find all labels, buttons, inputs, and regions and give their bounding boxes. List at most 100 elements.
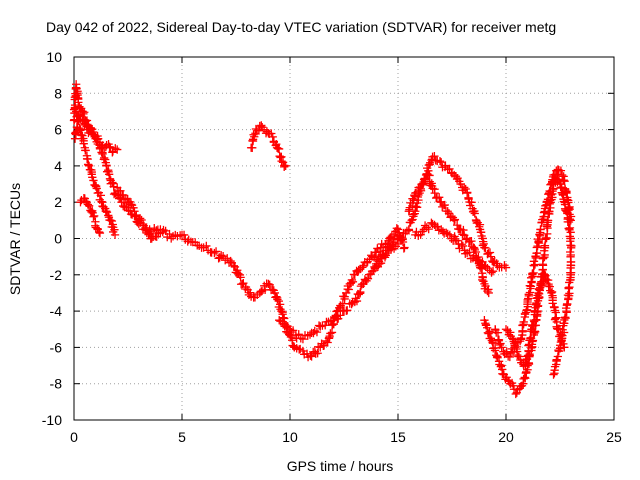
- data-point: [278, 310, 287, 319]
- data-point: [505, 352, 514, 362]
- data-point: [465, 248, 474, 257]
- y-tick-label: 8: [54, 85, 62, 101]
- data-point: [105, 142, 114, 151]
- data-point: [116, 186, 125, 195]
- data-point: [487, 268, 496, 277]
- x-tick-label: 5: [178, 429, 186, 445]
- data-point: [254, 126, 264, 135]
- data-point: [470, 209, 479, 218]
- data-point: [514, 352, 524, 361]
- data-point: [348, 277, 358, 286]
- data-point: [90, 211, 99, 221]
- data-point: [179, 230, 189, 240]
- data-point: [393, 235, 402, 244]
- data-point: [463, 188, 472, 197]
- data-point: [75, 111, 85, 120]
- data-point: [490, 343, 500, 353]
- data-point: [79, 115, 88, 124]
- data-point: [550, 170, 560, 179]
- data-point: [386, 245, 396, 254]
- data-point: [80, 108, 89, 117]
- grid: [74, 57, 614, 420]
- data-point: [248, 143, 257, 152]
- data-point: [546, 187, 555, 196]
- data-point: [430, 188, 439, 198]
- data-point: [562, 308, 571, 317]
- data-point: [211, 247, 221, 256]
- data-point: [501, 325, 511, 334]
- y-tick-label: -10: [42, 412, 62, 428]
- data-point: [561, 314, 570, 323]
- data-point: [486, 252, 496, 261]
- data-point: [541, 201, 550, 210]
- data-point: [274, 144, 284, 154]
- data-point: [559, 339, 568, 349]
- data-point: [488, 338, 497, 347]
- data-point: [84, 201, 94, 210]
- data-point: [327, 328, 337, 337]
- data-point: [558, 170, 567, 180]
- data-point: [404, 226, 414, 235]
- data-point: [79, 139, 88, 148]
- data-point: [536, 225, 545, 234]
- data-point: [564, 217, 574, 227]
- data-point: [229, 261, 238, 270]
- data-point: [550, 369, 559, 378]
- data-point: [110, 230, 120, 240]
- data-point: [469, 251, 478, 260]
- data-point: [113, 145, 122, 154]
- data-point: [360, 275, 370, 284]
- data-point: [435, 193, 444, 202]
- data-point: [519, 374, 528, 383]
- data-point: [377, 254, 387, 263]
- data-point: [268, 132, 277, 142]
- y-tick-label: 4: [54, 158, 62, 174]
- data-point: [83, 200, 93, 209]
- data-point: [257, 286, 267, 296]
- data-point: [96, 191, 106, 200]
- data-point: [437, 158, 446, 167]
- data-point: [539, 269, 548, 279]
- data-point: [82, 125, 92, 134]
- data-point: [352, 296, 362, 306]
- y-tick-label: -4: [50, 303, 63, 319]
- x-tick-label: 20: [498, 429, 514, 445]
- data-point: [432, 193, 441, 203]
- axis-ticks: 0 5 10 15 20 25 -10 -8 -6 -4 -2 0 2 4 6 8 10: [42, 49, 622, 445]
- data-point: [90, 181, 100, 190]
- data-point: [210, 248, 219, 258]
- data-point: [549, 370, 558, 379]
- data-point: [476, 228, 486, 237]
- data-point: [71, 128, 81, 137]
- data-point: [288, 326, 298, 335]
- data-point: [532, 243, 541, 252]
- data-point: [74, 98, 83, 107]
- data-point: [264, 279, 273, 289]
- data-point: [94, 227, 104, 237]
- data-point: [400, 243, 409, 252]
- data-point: [531, 253, 540, 263]
- data-point: [527, 277, 536, 286]
- data-point: [282, 323, 291, 332]
- data-point: [557, 334, 566, 343]
- data-point: [373, 244, 382, 253]
- data-point: [485, 327, 494, 336]
- data-point: [161, 226, 170, 236]
- data-point: [277, 157, 286, 166]
- data-point: [526, 282, 536, 291]
- data-point: [156, 228, 165, 238]
- data-point: [518, 321, 527, 330]
- data-point: [109, 182, 118, 191]
- y-tick-label: -2: [50, 267, 63, 283]
- data-point: [250, 132, 259, 141]
- data-point: [559, 321, 568, 330]
- data-point: [496, 339, 505, 348]
- data-point: [129, 203, 138, 212]
- data-point: [519, 317, 528, 327]
- data-point: [456, 179, 465, 189]
- data-point: [529, 268, 538, 278]
- data-point: [392, 224, 401, 233]
- data-point: [539, 208, 549, 217]
- data-points: [69, 80, 576, 399]
- data-point: [526, 334, 536, 343]
